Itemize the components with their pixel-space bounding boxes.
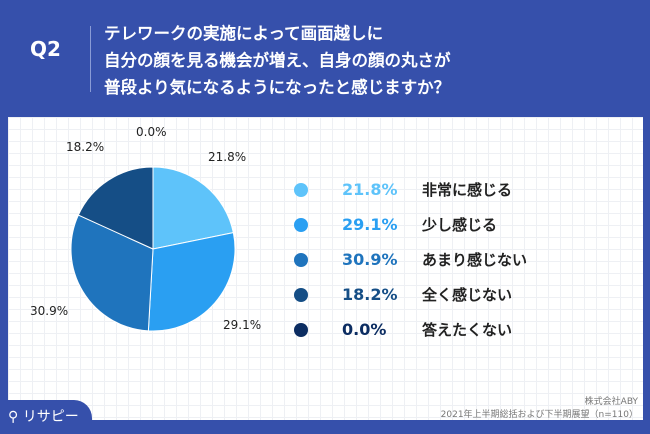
title-line: 普段より気になるようになったと感じますか？ [104,78,451,97]
data-label: 0.0% [136,125,167,139]
legend-swatch [294,252,308,267]
legend-swatch [294,287,308,302]
legend-swatch [294,217,308,232]
data-label: 21.8% [208,150,247,164]
divider [90,26,91,92]
legend-value: 29.1% [342,215,398,234]
chart-panel [8,117,643,420]
data-label: 30.9% [30,304,69,318]
title-line: 自分の顔を見る機会が増え、自身の顔の丸さが [104,51,451,70]
data-label: 29.1% [223,318,262,332]
legend-item: 18.2% 全く感じない [294,277,527,312]
pie-slice [77,166,154,250]
legend-label: 少し感じる [422,216,498,234]
data-label: 18.2% [66,140,105,154]
legend-value: 18.2% [342,285,398,304]
legend-item: 29.1% 少し感じる [294,207,527,242]
pin-icon: ⚲ [8,409,19,425]
company-credit: 株式会社ABY [584,397,638,407]
title-line: テレワークの実施によって画面越しに [104,24,384,43]
legend-swatch [294,182,308,197]
legend-value: 21.8% [342,180,398,199]
question-title: テレワークの実施によって画面越しに 自分の顔を見る機会が増え、自身の顔の丸さが … [104,20,451,101]
logo: ⚲ リサピー [0,400,92,434]
legend-item: 21.8% 非常に感じる [294,172,527,207]
logo-text: リサピー [22,409,79,425]
legend: 21.8% 非常に感じる 29.1% 少し感じる 30.9% あまり感じない 18.2% 全く… [294,172,527,347]
survey-source: 2021年上半期総括および下半期展望（n=110） [440,410,638,420]
legend-label: あまり感じない [422,251,528,269]
legend-item: 30.9% あまり感じない [294,242,527,277]
legend-label: 答えたくない [422,321,513,339]
legend-value: 0.0% [342,320,387,339]
pie-slice [152,166,234,250]
pie-slice [70,214,154,332]
legend-label: 非常に感じる [422,181,513,199]
legend-value: 30.9% [342,250,398,269]
pie-slice [147,232,236,332]
legend-label: 全く感じない [422,286,513,304]
legend-item: 0.0% 答えたくない [294,312,527,347]
question-number: Q2 [30,37,61,61]
legend-swatch [294,322,308,337]
